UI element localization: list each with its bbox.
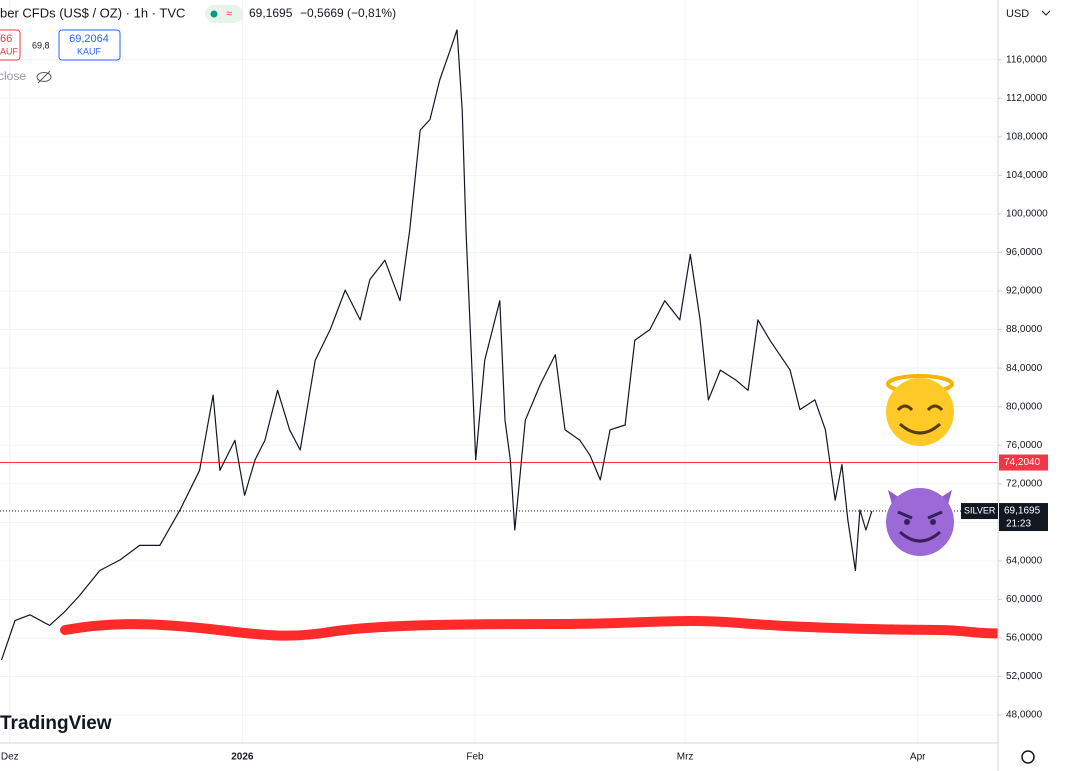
y-tick-label: 72,0000	[1006, 478, 1043, 489]
buy-price: 69,2064	[69, 33, 109, 45]
y-tick-label: 48,0000	[1006, 710, 1043, 721]
series-tag	[961, 503, 998, 520]
y-tick-label: 64,0000	[1006, 556, 1043, 567]
y-tick-label: 108,0000	[1006, 131, 1048, 142]
grid	[0, 0, 998, 743]
sell-button[interactable]	[0, 29, 21, 61]
price-axis	[998, 0, 1080, 771]
series-name: SILVER	[964, 505, 996, 515]
dropdown-icon[interactable]	[1041, 10, 1051, 16]
settings-icon[interactable]	[1021, 750, 1035, 764]
price-line-label: 74,2040	[1004, 457, 1041, 468]
logo[interactable]: TradingView	[0, 713, 112, 734]
status-pill[interactable]	[205, 5, 243, 23]
x-tick-label: Apr	[910, 752, 926, 763]
y-tick-label: 92,0000	[1006, 286, 1043, 297]
angel-emoji	[886, 374, 954, 446]
countdown: 21:23	[1006, 519, 1031, 530]
status-dot	[210, 10, 218, 18]
x-tick-label: Feb	[466, 752, 484, 763]
axes: 48,000052,000056,000060,000064,000068,00…	[1, 54, 1048, 762]
price-line	[0, 29, 873, 661]
status-icon: ≈	[226, 8, 232, 20]
buy-action: KAUF	[77, 46, 102, 56]
currency[interactable]: USD	[1006, 8, 1029, 20]
spread: 69,8	[32, 40, 50, 50]
price-line-box	[999, 454, 1048, 471]
y-tick-label: 100,0000	[1006, 209, 1048, 220]
header-change: −0,5669 (−0,81%)	[300, 6, 396, 20]
last-price-label: 69,1695	[1004, 506, 1041, 517]
y-tick-label: 116,0000	[1006, 54, 1047, 65]
devil-emoji	[886, 488, 954, 556]
symbol: ber CFDs (US$ / OZ) · 1h · TVC	[0, 5, 185, 20]
buy-button[interactable]	[58, 29, 121, 61]
plot	[0, 29, 998, 661]
y-tick-label: 104,0000	[1006, 170, 1048, 181]
y-tick-label: 76,0000	[1006, 440, 1043, 451]
x-tick-label: Dez	[1, 752, 19, 763]
y-tick-label: 88,0000	[1006, 324, 1043, 335]
sell-price: 66	[0, 33, 12, 45]
sell-action: KAUF	[0, 46, 19, 56]
y-tick-label: 60,0000	[1006, 594, 1043, 605]
x-tick-label: 2026	[231, 752, 254, 763]
hand-drawn-line	[60, 607, 1080, 641]
time-axis	[0, 743, 1080, 771]
y-tick-label: 52,0000	[1006, 671, 1043, 682]
y-tick-label: 56,0000	[1006, 633, 1043, 644]
x-tick-label: Mrz	[677, 752, 694, 763]
y-tick-label: 96,0000	[1006, 247, 1043, 258]
header-price: 69,1695	[249, 6, 293, 20]
indicator: close	[0, 69, 26, 83]
hide-icon[interactable]	[36, 70, 52, 84]
y-tick-label: 84,0000	[1006, 363, 1043, 374]
y-tick-label: 80,0000	[1006, 401, 1043, 412]
last-price-box	[999, 503, 1048, 532]
y-tick-label: 112,0000	[1006, 93, 1047, 104]
